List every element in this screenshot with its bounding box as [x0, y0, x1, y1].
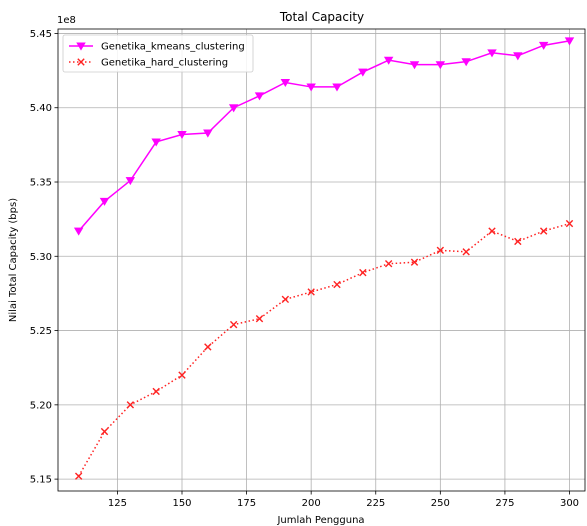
data-point [306, 83, 316, 92]
legend-label: Genetika_kmeans_clustering [101, 42, 245, 53]
plot-area [58, 29, 585, 491]
x-tick-label: 300 [560, 498, 579, 509]
x-tick-label: 175 [237, 498, 256, 509]
y-tick-label: 5.20 [30, 400, 52, 411]
x-ticks: 125 150 175 200 225 250 275 300 [108, 491, 579, 509]
y-tick-label: 5.15 [30, 475, 52, 486]
data-point [74, 472, 83, 480]
data-point [281, 295, 290, 304]
data-point [384, 260, 393, 268]
data-point [565, 219, 574, 228]
x-tick-label: 225 [366, 498, 385, 509]
data-point [539, 227, 548, 235]
data-point [99, 197, 110, 206]
data-point [514, 237, 522, 246]
data-point [254, 92, 265, 101]
data-point [488, 227, 496, 235]
data-point [73, 227, 84, 236]
y-ticks: 5.15 5.20 5.25 5.30 5.35 5.40 5.45 [30, 29, 58, 486]
data-point [178, 371, 186, 379]
y-tick-label: 5.45 [30, 29, 52, 40]
legend-label: Genetika_hard_clustering [101, 58, 228, 69]
data-point [538, 41, 549, 50]
grid [58, 29, 585, 491]
series-line [78, 222, 570, 477]
x-tick-label: 250 [431, 498, 450, 509]
chart-title: Total Capacity [279, 10, 364, 24]
data-point [462, 248, 470, 256]
series-line [78, 40, 570, 232]
data-point [152, 387, 160, 396]
data-point [332, 83, 342, 92]
data-point [461, 58, 471, 67]
legend: Genetika_kmeans_clustering Genetika_hard_… [62, 34, 254, 73]
y-tick-label: 5.30 [30, 252, 52, 263]
legend-marker [77, 58, 85, 66]
series-1 [74, 219, 574, 480]
data-point [410, 258, 419, 266]
plot-frame [57, 28, 586, 492]
legend-box [62, 34, 254, 73]
data-point [409, 61, 420, 70]
data-point [487, 49, 497, 58]
x-axis-label: Jumlah Pengguna [276, 515, 364, 526]
x-tick-label: 150 [172, 498, 191, 509]
data-point [359, 268, 367, 277]
data-point [203, 129, 213, 138]
data-point [229, 320, 238, 329]
data-point [307, 288, 315, 296]
x-tick-label: 200 [302, 498, 321, 509]
data-point [228, 104, 239, 113]
y-axis-label: Nilai Total Capacity (bps) [8, 198, 19, 322]
series-0 [73, 37, 575, 236]
data-point [436, 246, 445, 255]
series-layer [73, 37, 575, 480]
data-point [255, 314, 264, 323]
x-tick-label: 275 [495, 498, 514, 509]
data-point [177, 131, 187, 140]
data-point [383, 56, 394, 65]
data-point [564, 37, 575, 46]
data-point [151, 138, 161, 147]
data-point [333, 280, 341, 289]
x-tick-label: 125 [108, 498, 127, 509]
data-point [358, 68, 368, 77]
y-tick-label: 5.35 [30, 178, 52, 189]
data-point [204, 343, 212, 351]
legend-marker [76, 42, 86, 51]
y-tick-label: 5.40 [30, 103, 52, 114]
data-point [125, 177, 136, 186]
y-tick-label: 5.25 [30, 326, 52, 337]
data-point [435, 61, 446, 70]
data-point [513, 52, 523, 61]
data-point [280, 79, 291, 88]
y-offset-label: 1e8 [57, 15, 76, 26]
data-point [100, 427, 109, 436]
data-point [126, 401, 135, 409]
